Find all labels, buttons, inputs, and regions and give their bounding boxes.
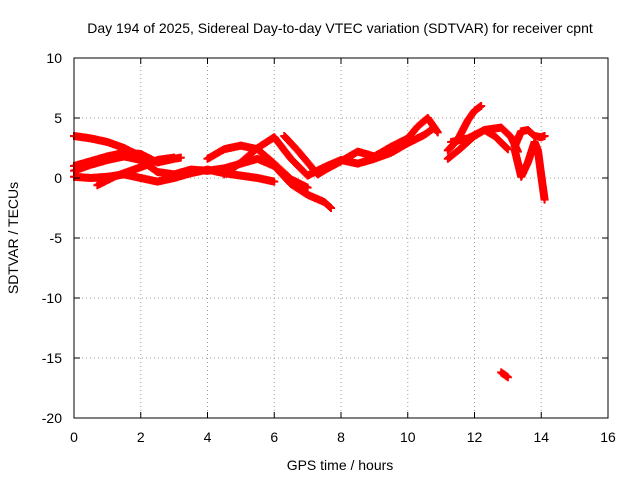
data-point-marker <box>303 183 312 192</box>
x-tick-label: 4 <box>204 429 212 445</box>
axis-ticks: 0 2 4 6 8 10 12 14 16 -20 -15 -10 -5 0 5 10 <box>42 50 616 445</box>
data-point-marker <box>170 153 179 162</box>
x-axis-label: GPS time / hours <box>287 457 394 473</box>
data-points <box>70 102 549 382</box>
x-tick-label: 6 <box>270 429 278 445</box>
data-point-marker <box>477 102 486 110</box>
data-point-marker <box>503 373 512 382</box>
series-arc-f <box>203 141 312 192</box>
data-point-marker <box>270 177 279 186</box>
chart-title: Day 194 of 2025, Sidereal Day-to-day VTE… <box>87 20 593 36</box>
x-tick-label: 16 <box>600 429 616 445</box>
y-tick-label: 10 <box>46 50 62 66</box>
y-axis-label: SDTVAR / TECUs <box>5 182 21 294</box>
data-point-marker <box>540 132 549 140</box>
data-point-marker <box>176 153 185 162</box>
x-tick-label: 10 <box>400 429 416 445</box>
x-tick-label: 8 <box>337 429 345 445</box>
data-point-marker <box>326 204 335 212</box>
y-tick-label: -5 <box>50 230 63 246</box>
series-arc-m <box>510 138 549 204</box>
y-tick-label: -15 <box>42 350 62 366</box>
series-arc-h <box>280 114 442 179</box>
series-arc-k <box>447 123 522 156</box>
grid-lines <box>74 58 608 418</box>
series-arc-l <box>510 126 549 151</box>
y-tick-label: -20 <box>42 410 62 426</box>
y-tick-label: 5 <box>54 110 62 126</box>
x-tick-label: 14 <box>533 429 549 445</box>
data-point-marker <box>540 195 549 204</box>
x-tick-label: 12 <box>467 429 483 445</box>
y-tick-label: 0 <box>54 170 62 186</box>
data-point-marker <box>502 144 511 153</box>
y-tick-label: -10 <box>42 290 62 306</box>
series-arc-n <box>497 368 512 382</box>
x-tick-label: 2 <box>137 429 145 445</box>
data-point-marker <box>433 128 442 137</box>
series-arc-e <box>93 153 179 190</box>
x-tick-label: 0 <box>70 429 78 445</box>
data-point-marker <box>503 145 512 154</box>
